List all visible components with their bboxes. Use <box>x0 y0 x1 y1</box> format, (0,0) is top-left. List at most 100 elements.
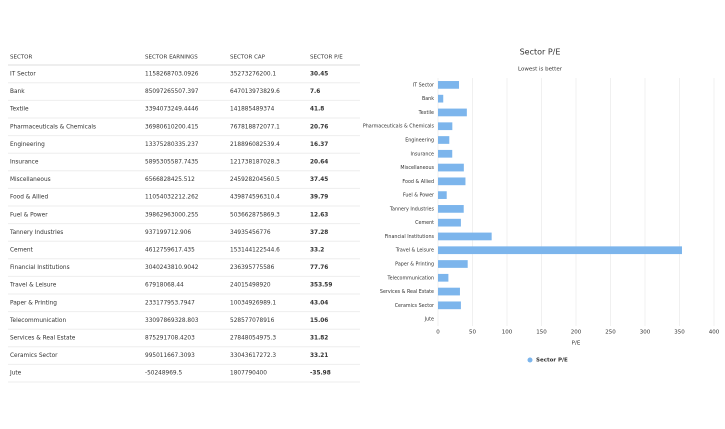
bar <box>438 81 460 89</box>
table-cell: 875291708.4203 <box>145 336 195 342</box>
table-cell: 35273276200.1 <box>230 72 276 78</box>
sector-name: Insurance <box>10 160 39 166</box>
chart-subtitle: Lowest is better <box>518 67 563 73</box>
legend-marker <box>527 357 533 363</box>
table-cell: 85097265507.397 <box>145 89 199 95</box>
y-tick-label: Textile <box>418 110 434 116</box>
sector-name: Pharmaceuticals & Chemicals <box>10 124 96 130</box>
table-cell: 33.21 <box>310 353 328 359</box>
sector-name: Bank <box>10 89 25 95</box>
sector-name: Textile <box>9 107 29 113</box>
chart-title: Sector P/E <box>520 48 561 57</box>
table-cell: 31.82 <box>310 336 328 342</box>
table-cell: 353.59 <box>310 283 332 289</box>
bar <box>438 163 464 172</box>
table-cell: 6566828425.512 <box>145 177 195 183</box>
sector-name: Cement <box>10 248 34 254</box>
table-cell: 236395775586 <box>230 265 275 271</box>
table-cell: 3394073249.4446 <box>145 107 199 113</box>
y-tick-label: Financial Institutions <box>385 234 435 240</box>
table-cell: 4612759617.435 <box>145 248 195 254</box>
x-tick-label: 0 <box>436 330 440 336</box>
sector-name: Ceramics Sector <box>10 353 58 359</box>
table-cell: 34935456776 <box>230 230 271 236</box>
table-cell: 39862963000.255 <box>145 212 199 218</box>
y-tick-label: Jute <box>424 317 434 323</box>
table-cell: 43.04 <box>310 300 328 306</box>
table-cell: 37.28 <box>310 230 328 236</box>
sector-name: Food & Allied <box>10 195 48 201</box>
bar <box>438 246 682 255</box>
sector-name: Fuel & Power <box>10 212 48 218</box>
table-cell: 36980610200.415 <box>145 124 199 130</box>
bar <box>438 273 449 282</box>
x-tick-label: 100 <box>502 330 513 336</box>
table-cell: 37.45 <box>310 177 328 183</box>
x-tick-label: 50 <box>469 330 476 336</box>
legend-label: Sector P/E <box>536 358 568 364</box>
bar <box>438 149 453 158</box>
table-cell: 995011667.3093 <box>145 353 195 359</box>
y-tick-label: Miscellaneous <box>400 165 434 171</box>
table-cell: 27848054975.3 <box>230 336 276 342</box>
bar <box>438 218 461 227</box>
x-tick-label: 400 <box>709 330 720 336</box>
x-tick-label: 350 <box>674 330 685 336</box>
y-tick-label: Telecommunication <box>387 275 434 281</box>
table-cell: 41.8 <box>310 107 324 113</box>
table-cell: 528577078916 <box>230 318 275 324</box>
sector-name: Jute <box>9 371 22 377</box>
sector-name: Miscellaneous <box>10 177 51 183</box>
x-axis-label: P/E <box>572 341 581 347</box>
table-cell: 5895305587.7435 <box>145 160 199 166</box>
sector-name: Tannery Industries <box>9 230 63 236</box>
x-tick-label: 150 <box>536 330 547 336</box>
table-cell: 439874596310.4 <box>230 195 280 201</box>
y-tick-label: Travel & Leisure <box>395 248 434 254</box>
table-cell: 77.76 <box>310 265 328 271</box>
table-cell: 12.63 <box>310 212 328 218</box>
table-cell: 16.37 <box>310 142 328 148</box>
table-cell: 1807790400 <box>230 371 267 377</box>
y-tick-label: Food & Allied <box>402 179 434 185</box>
sector-name: Financial Institutions <box>10 265 70 271</box>
table-cell: 1158268703.0926 <box>145 72 199 78</box>
y-tick-label: Fuel & Power <box>403 193 434 199</box>
sector-name: IT Sector <box>10 72 36 78</box>
sector-name: Telecommunication <box>9 318 66 324</box>
table-cell: 33043617272.3 <box>230 353 276 359</box>
x-tick-label: 250 <box>605 330 616 336</box>
y-tick-label: Paper & Printing <box>395 262 434 268</box>
table-cell: 153144122544.6 <box>230 248 280 254</box>
y-tick-label: Cement <box>415 220 434 226</box>
table-cell: 10034926989.1 <box>230 300 276 306</box>
bar <box>438 108 467 117</box>
table-cell: 30.45 <box>310 72 328 78</box>
table-header: SECTOR P/E <box>310 55 343 61</box>
table-cell: 218896082539.4 <box>230 142 280 148</box>
y-tick-label: Services & Real Estate <box>380 289 434 295</box>
sector-name: Services & Real Estate <box>10 336 76 342</box>
table-cell: 767818872077.1 <box>230 124 280 130</box>
table-header: SECTOR EARNINGS <box>145 55 198 61</box>
table-cell: 33.2 <box>310 248 324 254</box>
table-cell: 121738187028.3 <box>230 160 280 166</box>
bar <box>438 136 450 144</box>
y-tick-label: IT Sector <box>413 82 434 88</box>
bar <box>438 287 460 296</box>
table-cell: 937199712.906 <box>145 230 191 236</box>
y-tick-label: Engineering <box>405 138 434 144</box>
table-cell: -50248969.5 <box>145 371 182 377</box>
y-tick-label: Insurance <box>410 151 434 157</box>
table-cell: 233177953.7947 <box>145 300 195 306</box>
bar <box>438 177 466 186</box>
table-cell: 141885489374 <box>230 107 275 113</box>
table-cell: 13375280335.237 <box>145 142 199 148</box>
bar <box>438 191 447 199</box>
y-tick-label: Bank <box>422 96 434 102</box>
table-cell: 20.76 <box>310 124 328 130</box>
x-tick-label: 200 <box>571 330 582 336</box>
table-cell: 647013973829.6 <box>230 89 280 95</box>
y-tick-label: Tannery Industries <box>389 206 435 212</box>
